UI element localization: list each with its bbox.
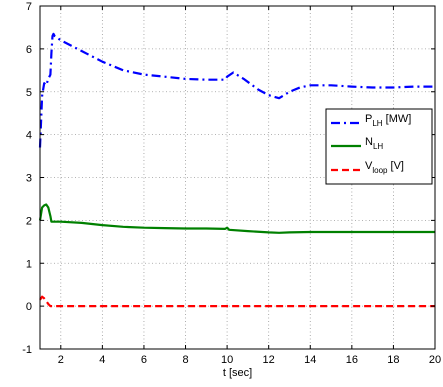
legend: PLH [MW] NLH Vloop [V] — [325, 108, 433, 185]
x-tick-label: 6 — [141, 354, 147, 366]
x-tick-label: 20 — [429, 354, 441, 366]
x-tick-label: 8 — [182, 354, 188, 366]
y-tick-label: 5 — [26, 87, 32, 99]
x-tick-label: 10 — [221, 354, 233, 366]
x-tick-label: 2 — [58, 354, 64, 366]
legend-label-p-lh-mw: PLH [MW] — [365, 113, 411, 128]
x-axis-label: t [sec] — [223, 367, 252, 379]
y-tick-label: 2 — [26, 215, 32, 227]
y-tick-label: -1 — [22, 344, 32, 356]
x-tick-label: 12 — [263, 354, 275, 366]
y-tick-label: 6 — [26, 44, 32, 56]
series-line-n-lh — [38, 203, 435, 234]
y-tick-label: 3 — [26, 173, 32, 185]
y-tick-label: 0 — [26, 301, 32, 313]
series-line-v-loop-v — [39, 295, 435, 308]
y-tick-label: 4 — [26, 130, 32, 142]
series-layer — [38, 32, 435, 308]
x-tick-label: 16 — [346, 354, 358, 366]
x-tick-label: 14 — [304, 354, 316, 366]
x-tick-label: 4 — [99, 354, 105, 366]
legend-label-v-loop-v: Vloop [V] — [365, 160, 404, 175]
series-line-p-lh-mw — [38, 32, 435, 148]
y-tick-label: 1 — [26, 258, 32, 270]
x-tick-label: 18 — [387, 354, 399, 366]
legend-label-n-lh: NLH — [365, 136, 383, 151]
y-tick-label: 7 — [26, 1, 32, 13]
